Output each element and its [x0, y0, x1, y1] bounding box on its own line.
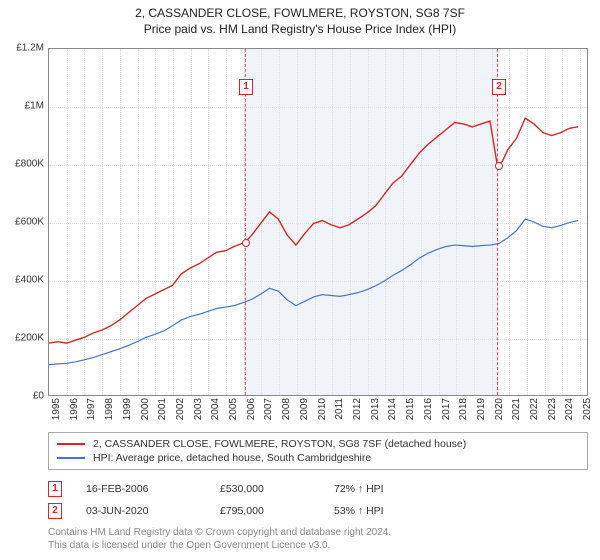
x-axis-label: 2015 — [405, 398, 416, 426]
transaction-dot — [495, 162, 503, 170]
x-axis-label: 2013 — [370, 398, 381, 426]
chart-plot-area: 12 — [48, 48, 588, 396]
transaction-marker-box: 1 — [239, 79, 253, 95]
x-axis-label: 2019 — [476, 398, 487, 426]
x-axis-label: 2000 — [140, 398, 151, 426]
transaction-row-marker: 2 — [48, 503, 62, 519]
x-axis-label: 2001 — [157, 398, 168, 426]
x-axis-label: 2025 — [582, 398, 593, 426]
transaction-row-marker: 1 — [48, 481, 62, 497]
transaction-date: 16-FEB-2006 — [86, 483, 196, 495]
x-axis-label: 2010 — [317, 398, 328, 426]
y-axis-label: £200K — [4, 333, 44, 344]
transaction-row: 2 03-JUN-2020 £795,000 53% ↑ HPI — [48, 500, 588, 522]
transaction-pct-vs-hpi: 72% ↑ HPI — [334, 483, 474, 495]
legend-swatch-1 — [57, 443, 85, 445]
x-axis-label: 1999 — [122, 398, 133, 426]
x-axis-label: 2014 — [387, 398, 398, 426]
y-axis-label: £1M — [4, 101, 44, 112]
title-block: 2, CASSANDER CLOSE, FOWLMERE, ROYSTON, S… — [0, 0, 600, 36]
x-axis-label: 2006 — [246, 398, 257, 426]
x-axis-label: 2021 — [511, 398, 522, 426]
transaction-marker-box: 2 — [492, 79, 506, 95]
y-axis-label: £600K — [4, 217, 44, 228]
title-line-2: Price paid vs. HM Land Registry's House … — [0, 22, 600, 36]
x-axis-label: 1997 — [86, 398, 97, 426]
x-axis-label: 2012 — [352, 398, 363, 426]
x-axis-label: 2005 — [228, 398, 239, 426]
transaction-dot — [242, 239, 250, 247]
x-axis-label: 2011 — [334, 398, 345, 426]
x-axis-label: 2016 — [423, 398, 434, 426]
legend-box: 2, CASSANDER CLOSE, FOWLMERE, ROYSTON, S… — [48, 432, 588, 470]
x-axis-label: 2017 — [441, 398, 452, 426]
legend-row-1: 2, CASSANDER CLOSE, FOWLMERE, ROYSTON, S… — [57, 437, 579, 451]
x-axis-label: 2022 — [529, 398, 540, 426]
transactions-table: 1 16-FEB-2006 £530,000 72% ↑ HPI 2 03-JUN-202… — [48, 478, 588, 522]
footer-line-2: This data is licensed under the Open Gov… — [48, 539, 588, 552]
legend-label-1: 2, CASSANDER CLOSE, FOWLMERE, ROYSTON, S… — [93, 438, 466, 450]
series-price_paid — [49, 118, 578, 343]
x-axis-label: 2008 — [281, 398, 292, 426]
transaction-price: £530,000 — [220, 483, 310, 495]
x-axis-label: 2023 — [547, 398, 558, 426]
transaction-price: £795,000 — [220, 505, 310, 517]
legend-swatch-2 — [57, 457, 85, 459]
chart-container: 2, CASSANDER CLOSE, FOWLMERE, ROYSTON, S… — [0, 0, 600, 560]
x-axis-label: 2003 — [193, 398, 204, 426]
x-axis-label: 2009 — [299, 398, 310, 426]
x-axis-label: 1996 — [69, 398, 80, 426]
transaction-row: 1 16-FEB-2006 £530,000 72% ↑ HPI — [48, 478, 588, 500]
series-hpi — [49, 219, 578, 365]
transaction-date: 03-JUN-2020 — [86, 505, 196, 517]
x-axis-label: 2020 — [494, 398, 505, 426]
x-axis-label: 1998 — [104, 398, 115, 426]
y-axis-label: £800K — [4, 159, 44, 170]
y-axis-label: £0 — [4, 391, 44, 402]
x-axis-label: 2004 — [210, 398, 221, 426]
x-axis-label: 1995 — [51, 398, 62, 426]
transaction-pct-vs-hpi: 53% ↑ HPI — [334, 505, 474, 517]
y-axis-label: £400K — [4, 275, 44, 286]
footer-line-1: Contains HM Land Registry data © Crown c… — [48, 526, 588, 539]
x-axis-label: 2024 — [564, 398, 575, 426]
title-line-1: 2, CASSANDER CLOSE, FOWLMERE, ROYSTON, S… — [0, 6, 600, 20]
y-axis-label: £1.2M — [4, 43, 44, 54]
x-axis-label: 2018 — [458, 398, 469, 426]
chart-svg — [49, 49, 587, 395]
footer-attribution: Contains HM Land Registry data © Crown c… — [48, 526, 588, 552]
legend-row-2: HPI: Average price, detached house, Sout… — [57, 451, 579, 465]
x-axis-label: 2007 — [263, 398, 274, 426]
legend-label-2: HPI: Average price, detached house, Sout… — [93, 452, 371, 464]
x-axis-label: 2002 — [175, 398, 186, 426]
